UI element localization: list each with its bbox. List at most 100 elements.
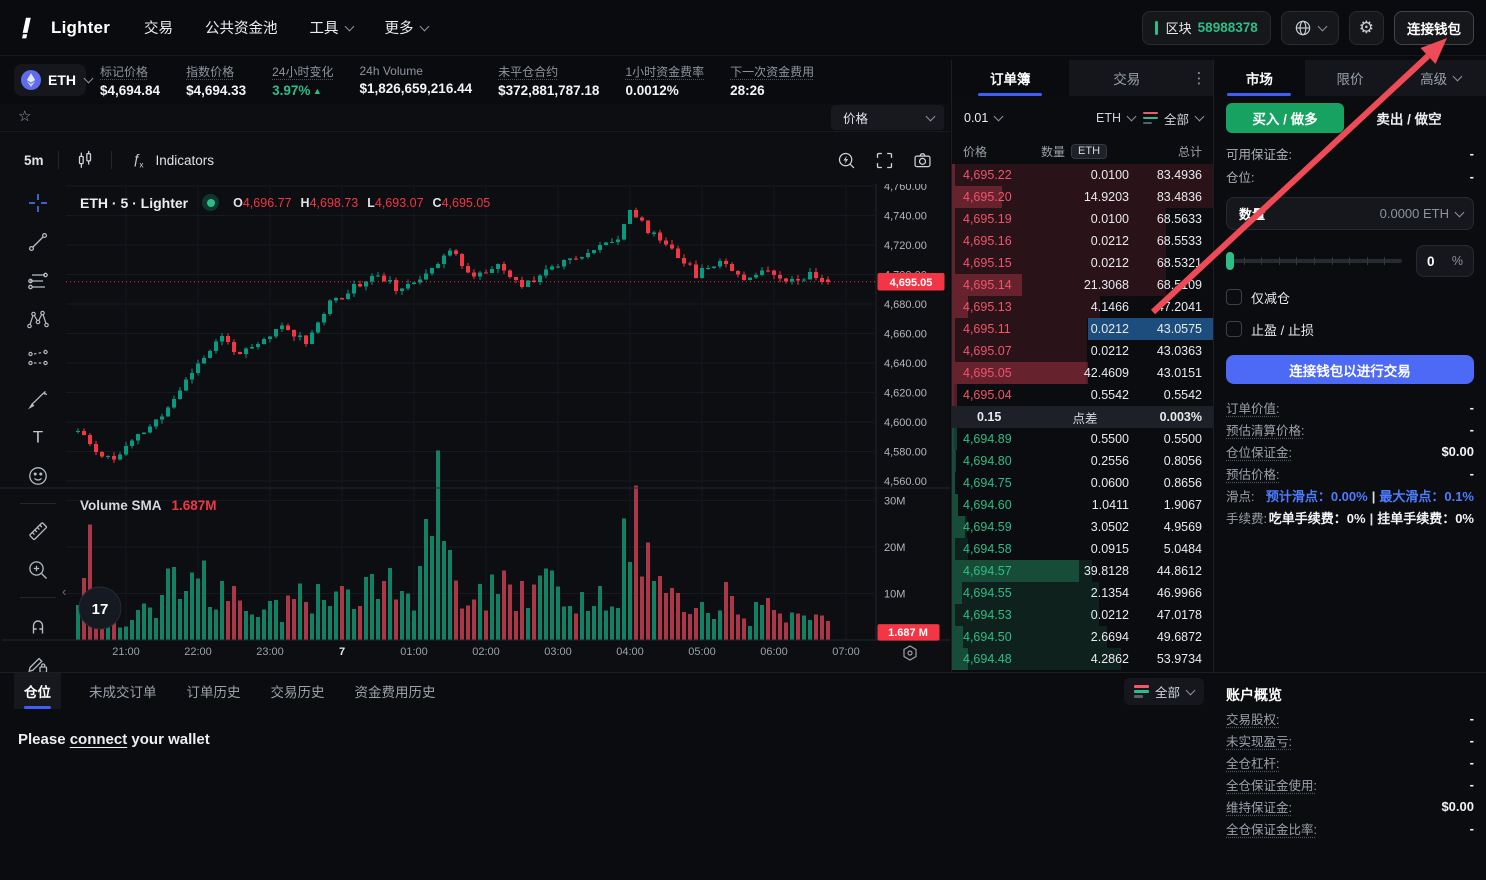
nav-item-3[interactable]: 更多 — [385, 17, 429, 38]
orderbook-total: 83.4836 — [1156, 190, 1202, 204]
orderbook-bid-row[interactable]: 4,694.75 0.0600 0.8656 — [952, 472, 1213, 494]
orderbook-bid-row[interactable]: 4,694.58 0.0915 5.0484 — [952, 538, 1213, 560]
ruler-tool-icon[interactable] — [25, 518, 51, 544]
size-slider[interactable] — [1226, 252, 1402, 270]
orderbook-bids: 4,694.89 0.5500 0.5500 4,694.80 0.2556 0.8056… — [952, 428, 1213, 670]
orderbook-ask-row[interactable]: 4,695.19 0.0100 68.5633 — [952, 208, 1213, 230]
reset-zoom-icon[interactable] — [834, 148, 858, 172]
orderbook-ask-row[interactable]: 4,695.14 21.3068 68.5109 — [952, 274, 1213, 296]
magnet-tool-icon[interactable] — [25, 612, 51, 638]
connect-wallet-to-trade-button[interactable]: 连接钱包以进行交易 — [1226, 355, 1474, 384]
orderbook-price: 4,694.75 — [963, 476, 1012, 490]
block-status-bar — [1154, 20, 1158, 35]
timeframe-button[interactable]: 5m — [24, 152, 44, 168]
depth-view-dropdown[interactable]: 全部 — [1142, 109, 1205, 128]
reduce-only-checkbox[interactable] — [1226, 289, 1242, 305]
chart-price-mode-dropdown[interactable]: 价格 — [831, 105, 944, 130]
connect-wallet-button[interactable]: 连接钱包 — [1394, 10, 1474, 45]
positions-filter-dropdown[interactable]: 全部 — [1123, 678, 1204, 705]
crosshair-tool-icon[interactable] — [25, 190, 51, 216]
tradingview-logo[interactable] — [78, 586, 122, 630]
camera-snapshot-icon[interactable] — [910, 148, 934, 172]
amount-input[interactable]: 数量 0.0000 ETH — [1226, 197, 1474, 230]
amount-unit-chip[interactable]: ETH — [1071, 143, 1108, 159]
nav-item-1[interactable]: 公共资金池 — [205, 21, 278, 37]
xabcd-pattern-tool-icon[interactable] — [25, 307, 51, 333]
orderbook-total: 68.5633 — [1156, 212, 1202, 226]
chevron-down-icon — [344, 21, 354, 31]
pane-settings-icon[interactable] — [903, 645, 917, 661]
stat-label: 下一次资金费用 — [730, 64, 815, 79]
orderbook-total: 43.0363 — [1156, 344, 1202, 358]
trend-line-tool-icon[interactable] — [25, 229, 51, 255]
orderbook-ask-row[interactable]: 4,695.11 0.0212 43.0575 — [952, 318, 1213, 340]
language-selector[interactable] — [1280, 10, 1339, 45]
bottom-tab-0[interactable]: 仓位 — [14, 673, 61, 709]
zoom-in-tool-icon[interactable] — [25, 557, 51, 583]
nav-item-0[interactable]: 交易 — [144, 21, 174, 37]
orderbook-price: 4,694.50 — [963, 630, 1012, 644]
settings-button[interactable]: ⚙ — [1348, 10, 1384, 45]
tpsl-checkbox-row[interactable]: 止盈 / 止损 — [1214, 317, 1486, 341]
reduce-only-checkbox-row[interactable]: 仅减仓 — [1214, 285, 1486, 309]
orderbook-bid-row[interactable]: 4,694.50 2.6694 49.6872 — [952, 626, 1213, 648]
candle-style-icon[interactable] — [73, 148, 97, 172]
orderbook-bid-row[interactable]: 4,694.80 0.2556 0.8056 — [952, 450, 1213, 472]
connect-wallet-message: Please connect your wallet — [18, 731, 210, 748]
orderbook-price: 4,694.89 — [963, 432, 1012, 446]
orderbook-spread-row[interactable]: 0.15 点差 0.003% — [952, 406, 1213, 428]
buy-long-button[interactable]: 买入 / 做多 — [1226, 103, 1344, 133]
nav-item-2[interactable]: 工具 — [310, 17, 354, 38]
bottom-tab-1[interactable]: 未成交订单 — [89, 685, 157, 700]
orderbook-ask-row[interactable]: 4,695.07 0.0212 43.0363 — [952, 340, 1213, 362]
orderbook-bid-row[interactable]: 4,694.57 39.8128 44.8612 — [952, 560, 1213, 582]
fullscreen-icon[interactable] — [872, 148, 896, 172]
orderbook-bid-row[interactable]: 4,694.48 4.2862 53.9734 — [952, 648, 1213, 670]
brush-tool-icon[interactable] — [25, 385, 51, 411]
orderbook-bid-row[interactable]: 4,694.59 3.0502 4.9569 — [952, 516, 1213, 538]
orderbook-bid-row[interactable]: 4,694.53 0.0212 47.0178 — [952, 604, 1213, 626]
tab-advanced[interactable]: 高级 — [1395, 60, 1486, 96]
orderbook-ask-row[interactable]: 4,695.15 0.0212 68.5321 — [952, 252, 1213, 274]
orderbook-ask-row[interactable]: 4,695.13 4.1466 47.2041 — [952, 296, 1213, 318]
orderbook-bid-row[interactable]: 4,694.55 2.1354 46.9966 — [952, 582, 1213, 604]
orderbook-total: 43.0575 — [1156, 322, 1202, 336]
tab-limit[interactable]: 限价 — [1336, 72, 1364, 87]
orderbook-total: 5.0484 — [1163, 542, 1202, 556]
orderbook-ask-row[interactable]: 4,695.20 14.9203 83.4836 — [952, 186, 1213, 208]
orderbook-bid-row[interactable]: 4,694.60 1.0411 1.9067 — [952, 494, 1213, 516]
slider-percent-box[interactable]: 0 % — [1416, 245, 1474, 277]
tick-size-dropdown[interactable]: 0.01 — [964, 111, 1004, 125]
bottom-tab-2[interactable]: 订单历史 — [186, 685, 241, 700]
orderbook-ask-row[interactable]: 4,695.04 0.5542 0.5542 — [952, 384, 1213, 406]
orderbook-total: 68.5321 — [1156, 256, 1202, 270]
orderbook-ask-row[interactable]: 4,695.05 42.4609 43.0151 — [952, 362, 1213, 384]
tab-market[interactable]: 市场 — [1214, 60, 1305, 96]
candlestick-chart[interactable]: 4,760.004,740.004,720.004,700.004,680.00… — [0, 184, 950, 672]
orderbook-amount: 0.0100 — [1090, 212, 1129, 226]
orderbook-menu-icon[interactable]: ⋮ — [1191, 70, 1207, 87]
unit-dropdown[interactable]: ETH — [1096, 111, 1137, 125]
tab-orderbook[interactable]: 订单簿 — [952, 60, 1069, 96]
orderbook-ask-row[interactable]: 4,695.16 0.0212 68.5533 — [952, 230, 1213, 252]
slider-handle[interactable] — [1226, 252, 1234, 270]
block-indicator[interactable]: 区块 58988378 — [1141, 10, 1271, 45]
text-tool-icon[interactable]: T — [25, 424, 51, 450]
sell-short-button[interactable]: 卖出 / 做空 — [1376, 112, 1442, 127]
market-selector[interactable]: ETH — [14, 64, 94, 96]
indicators-button[interactable]: Indicators — [155, 152, 215, 168]
orderbook-bid-row[interactable]: 4,694.89 0.5500 0.5500 — [952, 428, 1213, 450]
favorite-star-icon[interactable]: ☆ — [18, 108, 32, 125]
market-status-dot-icon — [202, 194, 220, 211]
tab-trades[interactable]: 交易 — [1113, 72, 1141, 87]
connect-link[interactable]: connect — [69, 731, 128, 748]
stat-item-0: 标记价格 $4,694.84 — [100, 63, 160, 98]
tpsl-checkbox[interactable] — [1226, 321, 1242, 337]
forecast-tool-icon[interactable] — [25, 346, 51, 372]
bottom-tab-4[interactable]: 资金费用历史 — [354, 685, 436, 700]
emoji-tool-icon[interactable] — [25, 463, 51, 489]
orderbook-ask-row[interactable]: 4,695.22 0.0100 83.4936 — [952, 164, 1213, 186]
horizontal-lines-tool-icon[interactable] — [25, 268, 51, 294]
bottom-tab-3[interactable]: 交易历史 — [270, 685, 325, 700]
